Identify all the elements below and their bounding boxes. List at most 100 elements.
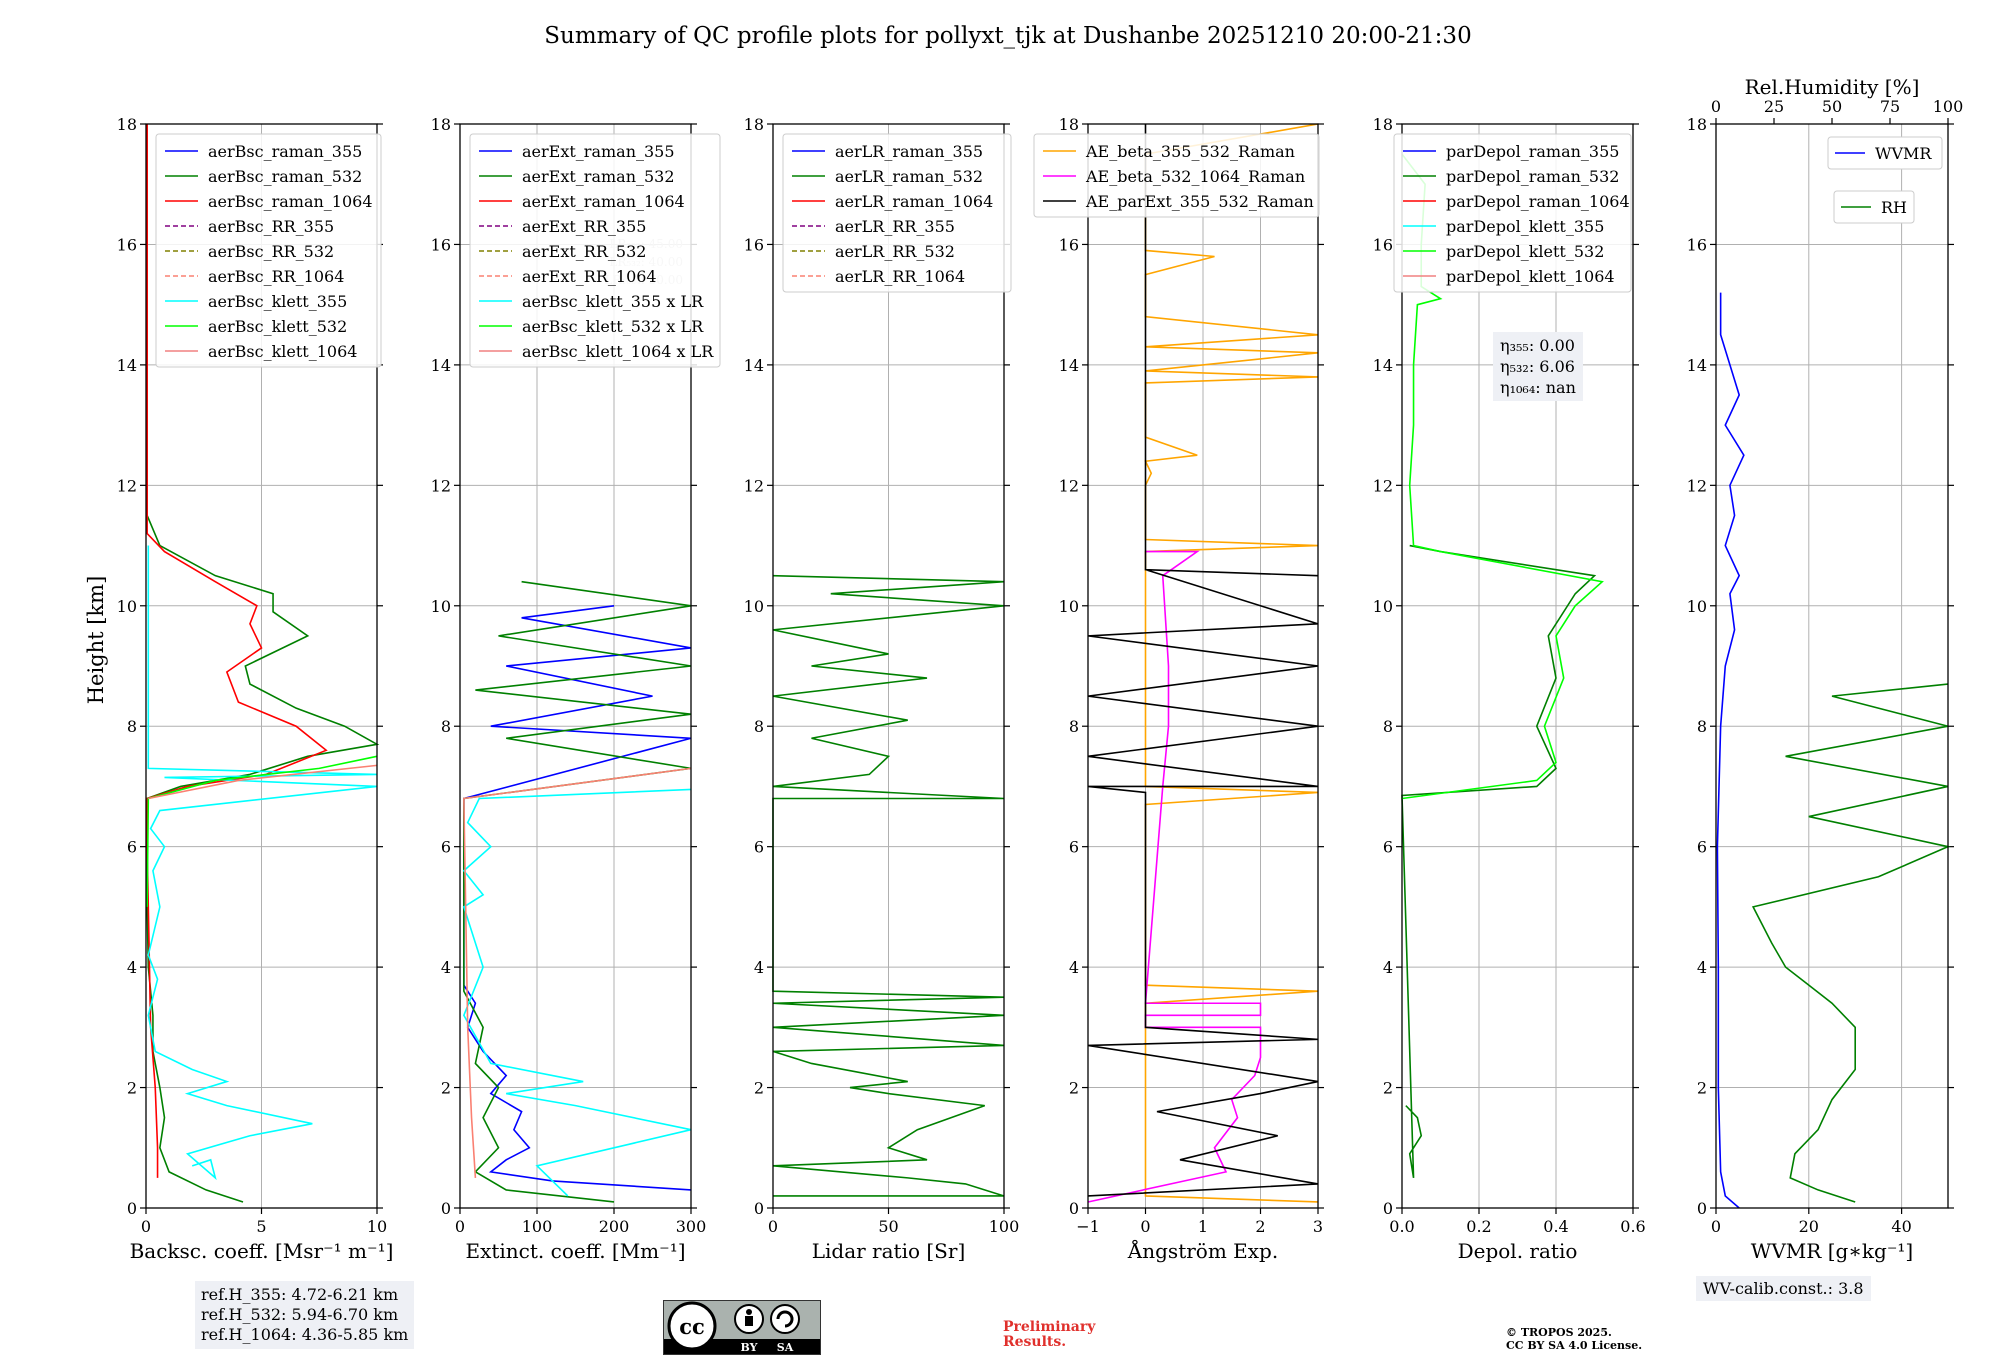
y-tick-label: 12 bbox=[1059, 476, 1079, 495]
y-tick-label: 2 bbox=[1069, 1079, 1079, 1098]
legend-label: parDepol_klett_1064 bbox=[1446, 267, 1615, 286]
plot-frame bbox=[145, 123, 378, 1209]
legend: aerLR_raman_355 aerLR_raman_532 aerLR_rama… bbox=[782, 133, 1012, 293]
top-x-axis-label: Rel.Humidity [%] bbox=[1745, 75, 1920, 99]
y-tick-label: 12 bbox=[1373, 476, 1393, 495]
top-x-tick-label: 100 bbox=[1933, 97, 1964, 116]
y-tick-label: 12 bbox=[117, 476, 137, 495]
y-tick-label: 10 bbox=[1373, 597, 1393, 616]
y-tick-label: 6 bbox=[754, 838, 764, 857]
legend-label: aerBsc_RR_355 bbox=[208, 217, 334, 236]
y-tick-label: 16 bbox=[117, 235, 137, 254]
legend-label: parDepol_klett_532 bbox=[1446, 242, 1604, 261]
x-tick-label: 0 bbox=[768, 1217, 778, 1236]
series-aerBsc_klett_1064 x LR bbox=[463, 767, 692, 1178]
y-tick-label: 6 bbox=[1069, 838, 1079, 857]
plot-frame bbox=[459, 123, 692, 1209]
x-axis-label: Extinct. coeff. [Mm⁻¹] bbox=[465, 1239, 685, 1263]
top-x-tick-label: 50 bbox=[1822, 97, 1842, 116]
y-tick-label: 0 bbox=[127, 1199, 137, 1218]
y-tick-label: 18 bbox=[117, 115, 137, 134]
legend-box bbox=[1833, 190, 1915, 224]
y-tick-label: 0 bbox=[1383, 1199, 1393, 1218]
y-tick-label: 0 bbox=[1697, 1199, 1707, 1218]
legend: aerExt_raman_355 aerExt_raman_532 aerExt_r… bbox=[469, 133, 721, 368]
series-aerBsc_klett_532 bbox=[146, 755, 378, 907]
legend-label: aerExt_raman_532 bbox=[522, 167, 675, 186]
legend-box bbox=[782, 133, 1012, 293]
eta-box: η₃₅₅: 0.00 η₅₃₂: 6.06 η₁₀₆₄: nan bbox=[1493, 332, 1583, 401]
legend-label: RH bbox=[1881, 198, 1907, 217]
x-tick-label: 0.0 bbox=[1389, 1217, 1414, 1236]
wv-calibration-box: WV-calib.const.: 3.8 bbox=[1696, 1276, 1871, 1301]
y-tick-label: 18 bbox=[744, 115, 764, 134]
y-tick-label: 16 bbox=[431, 235, 451, 254]
x-tick-label: 0.2 bbox=[1466, 1217, 1491, 1236]
legend-label: aerBsc_raman_1064 bbox=[208, 192, 373, 211]
series-aerLR_raman_532 bbox=[772, 574, 1005, 1197]
y-tick-label: 10 bbox=[117, 597, 137, 616]
y-tick-label: 8 bbox=[441, 717, 451, 736]
legend-label: aerBsc_klett_1064 bbox=[208, 342, 357, 361]
series-WVMR bbox=[1716, 292, 1745, 1209]
legend-box bbox=[1393, 133, 1632, 293]
y-tick-label: 10 bbox=[744, 597, 764, 616]
y-tick-label: 16 bbox=[1687, 235, 1707, 254]
legend-label: aerExt_RR_1064 bbox=[522, 267, 657, 286]
y-tick-label: 4 bbox=[1069, 958, 1079, 977]
x-tick-label: 0 bbox=[141, 1217, 151, 1236]
top-x-tick-label: 75 bbox=[1880, 97, 1900, 116]
x-axis-label: Lidar ratio [Sr] bbox=[812, 1239, 966, 1263]
y-tick-label: 14 bbox=[744, 356, 764, 375]
x-axis-label: Depol. ratio bbox=[1458, 1239, 1578, 1263]
legend-label: AE_beta_532_1064_Raman bbox=[1085, 167, 1305, 186]
y-tick-label: 14 bbox=[117, 356, 137, 375]
x-tick-label: 0 bbox=[1140, 1217, 1150, 1236]
y-tick-label: 4 bbox=[127, 958, 137, 977]
y-tick-label: 12 bbox=[431, 476, 451, 495]
y-tick-label: 18 bbox=[431, 115, 451, 134]
panel-lidar_ratio: 0 50 100 0 2 4 6 8 10 12 14 16 18 Lidar ratio [Sr] aer… bbox=[744, 115, 1020, 1263]
x-axis-label: Ångström Exp. bbox=[1127, 1238, 1278, 1263]
legend-label: WVMR bbox=[1875, 144, 1932, 163]
preliminary-results-note: Preliminary Results. bbox=[1003, 1319, 1096, 1350]
legend-label: AE_beta_355_532_Raman bbox=[1085, 142, 1295, 161]
plot-frame bbox=[772, 123, 1005, 1209]
y-tick-label: 0 bbox=[754, 1199, 764, 1218]
x-tick-label: 300 bbox=[676, 1217, 707, 1236]
y-tick-label: 6 bbox=[127, 838, 137, 857]
series-aerBsc_klett_355 x LR bbox=[462, 788, 692, 1197]
legend-label: parDepol_klett_355 bbox=[1446, 217, 1604, 236]
y-tick-label: 6 bbox=[441, 838, 451, 857]
svg-text:BY: BY bbox=[741, 1341, 758, 1354]
top-x-tick-label: 0 bbox=[1711, 97, 1721, 116]
x-tick-label: 200 bbox=[599, 1217, 630, 1236]
legend-label: aerBsc_RR_532 bbox=[208, 242, 334, 261]
legend-label: aerLR_RR_532 bbox=[835, 242, 955, 261]
y-tick-label: 8 bbox=[1069, 717, 1079, 736]
y-tick-label: 2 bbox=[1383, 1079, 1393, 1098]
legend-label: parDepol_raman_1064 bbox=[1446, 192, 1630, 211]
y-axis-label: Height [km] bbox=[84, 576, 108, 705]
x-tick-label: 40 bbox=[1891, 1217, 1911, 1236]
x-tick-label: 20 bbox=[1799, 1217, 1819, 1236]
legend-label: aerLR_raman_355 bbox=[835, 142, 983, 161]
y-tick-label: 6 bbox=[1697, 838, 1707, 857]
y-tick-label: 12 bbox=[1687, 476, 1707, 495]
copyright-note: © TROPOS 2025. CC BY SA 4.0 License. bbox=[1506, 1326, 1643, 1352]
legend-label: aerExt_RR_532 bbox=[522, 242, 646, 261]
x-tick-label: 0.4 bbox=[1543, 1217, 1568, 1236]
y-tick-label: 18 bbox=[1059, 115, 1079, 134]
y-tick-label: 10 bbox=[1687, 597, 1707, 616]
legend-label: aerExt_RR_355 bbox=[522, 217, 646, 236]
legend-label: aerBsc_klett_532 bbox=[208, 317, 347, 336]
legend: AE_beta_355_532_Raman AE_beta_532_1064_Ra… bbox=[1033, 133, 1320, 218]
x-tick-label: 0.6 bbox=[1620, 1217, 1645, 1236]
legend-box bbox=[1827, 136, 1943, 170]
cc-by-sa-license-badge[interactable]: cc BY SA bbox=[663, 1300, 821, 1355]
top-x-tick-label: 25 bbox=[1764, 97, 1784, 116]
ref-height-355: ref.H_355: 4.72-6.21 km bbox=[201, 1285, 399, 1304]
y-tick-label: 8 bbox=[127, 717, 137, 736]
legend-label: aerBsc_klett_532 x LR bbox=[522, 317, 704, 336]
legend-box bbox=[155, 133, 382, 368]
